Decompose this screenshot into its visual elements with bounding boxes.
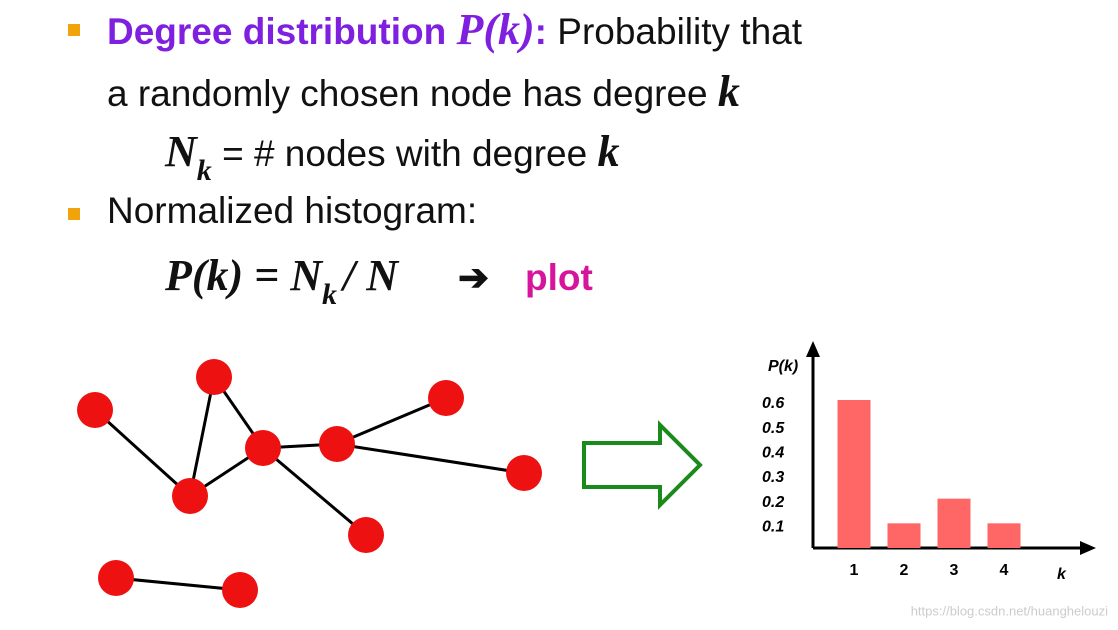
bar	[887, 523, 921, 548]
line: Nk = # nodes with degree k	[165, 126, 620, 187]
subscript: k	[322, 278, 338, 311]
x-tick-label: 3	[950, 562, 959, 579]
y-tick-label: 0.1	[762, 519, 784, 536]
bar	[937, 498, 971, 548]
y-tick-label: 0.4	[762, 445, 784, 462]
x-tick-label: 4	[1000, 562, 1009, 579]
y-tick-label: 0.3	[762, 469, 784, 486]
text: Normalized histogram:	[107, 190, 478, 231]
edge	[188, 376, 216, 497]
y-axis-arrow	[806, 341, 820, 357]
symbol: N	[165, 127, 197, 176]
text: = # nodes with degree	[222, 133, 588, 174]
x-tick-label: 1	[850, 562, 859, 579]
y-tick-label: 0.2	[762, 494, 784, 511]
line: Normalized histogram:	[107, 190, 477, 232]
formula-rhs: / N	[343, 251, 399, 300]
line: a randomly chosen node has degree k	[107, 66, 740, 117]
edge	[336, 396, 447, 446]
node	[245, 430, 281, 466]
node	[98, 560, 134, 596]
node	[348, 517, 384, 553]
formula-lhs: P(k) = N	[165, 251, 323, 300]
bullet	[68, 24, 80, 36]
watermark: https://blog.csdn.net/huanghelouzi	[911, 603, 1108, 618]
node	[506, 455, 542, 491]
text: a randomly chosen node has degree	[107, 73, 708, 114]
nodes	[77, 359, 542, 608]
node	[428, 380, 464, 416]
subscript: k	[196, 154, 212, 187]
result: plot	[525, 257, 593, 298]
term: Degree distribution	[107, 11, 447, 52]
symbol: P(k)	[456, 5, 535, 54]
y-axis-label: P(k)	[768, 358, 798, 375]
node	[319, 426, 355, 462]
node	[77, 392, 113, 428]
edge	[262, 446, 367, 537]
text: Probability that	[557, 11, 803, 52]
edge	[93, 408, 192, 498]
x-axis-label: k	[1057, 566, 1067, 583]
node	[196, 359, 232, 395]
colon: :	[534, 11, 547, 52]
node	[222, 572, 258, 608]
line: Degree distribution P(k): Probability th…	[107, 4, 802, 55]
edge	[336, 442, 525, 475]
bar	[837, 400, 871, 548]
node	[172, 478, 208, 514]
bullet	[68, 208, 80, 220]
arrow: ➔	[458, 257, 490, 298]
y-tick-label: 0.6	[762, 395, 784, 412]
edge	[115, 576, 241, 592]
arrow-icon	[582, 420, 703, 510]
line: P(k) = Nk / N ➔ plot	[165, 250, 593, 311]
y-tick-label: 0.5	[762, 420, 785, 437]
x-axis-arrow	[1080, 541, 1096, 555]
bar	[987, 523, 1021, 548]
x-tick-label: 2	[900, 562, 909, 579]
variable: k	[717, 67, 740, 116]
variable: k	[597, 127, 620, 176]
